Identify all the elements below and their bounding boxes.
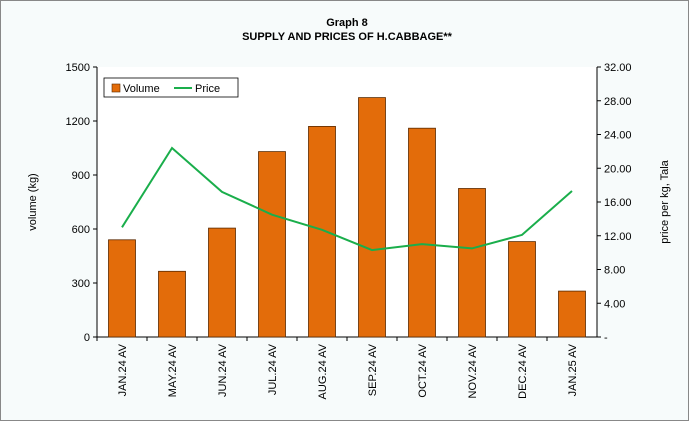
- x-tick-label: JUL.24 AV: [267, 343, 279, 395]
- y2-tick-label: 16.00: [604, 197, 632, 209]
- x-tick-label: MAY.24 AV: [167, 343, 179, 397]
- bar: [159, 271, 186, 337]
- legend-label: Volume: [123, 83, 160, 95]
- bar: [409, 128, 436, 337]
- bar: [109, 240, 136, 337]
- legend-swatch: [112, 84, 120, 92]
- bar: [559, 291, 586, 337]
- x-tick-label: NOV.24 AV: [467, 343, 479, 398]
- x-tick-label: JUN.24 AV: [217, 343, 229, 397]
- x-tick-label: DEC.24 AV: [517, 343, 529, 398]
- bar: [509, 242, 536, 337]
- bar: [209, 228, 236, 337]
- x-tick-label: AUG.24 AV: [317, 343, 329, 399]
- y-tick-label: 1200: [66, 116, 90, 128]
- y2-tick-label: 4.00: [604, 298, 625, 310]
- bar: [309, 126, 336, 337]
- y-tick-label: 600: [72, 224, 90, 236]
- x-tick-label: JAN.24 AV: [117, 343, 129, 396]
- chart-subtitle: SUPPLY AND PRICES OF H.CABBAGE**: [242, 31, 453, 43]
- y2-tick-label: 24.00: [604, 130, 632, 142]
- y-tick-label: 0: [84, 332, 90, 344]
- chart-title: Graph 8: [326, 17, 368, 29]
- bar: [359, 98, 386, 337]
- x-tick-label: JAN.25 AV: [567, 343, 579, 396]
- y-tick-label: 300: [72, 278, 90, 290]
- y-tick-label: 900: [72, 170, 90, 182]
- y2-tick-label: 32.00: [604, 62, 632, 74]
- chart: Graph 8 SUPPLY AND PRICES OF H.CABBAGE**…: [0, 0, 689, 421]
- y2-tick-label: 28.00: [604, 96, 632, 108]
- y2-tick-label: 12.00: [604, 231, 632, 243]
- y2-axis-label: price per kg, Tala: [659, 159, 671, 243]
- bar: [459, 189, 486, 338]
- x-tick-label: OCT.24 AV: [417, 343, 429, 397]
- legend-label: Price: [195, 83, 220, 95]
- x-tick-label: SEP.24 AV: [367, 343, 379, 396]
- y2-tick-label: 8.00: [604, 265, 625, 277]
- y2-tick-label: 20.00: [604, 163, 632, 175]
- y-axis-label: volume (kg): [27, 173, 39, 230]
- y2-tick-label: -: [604, 332, 608, 344]
- y-tick-label: 1500: [66, 62, 90, 74]
- bar: [259, 152, 286, 337]
